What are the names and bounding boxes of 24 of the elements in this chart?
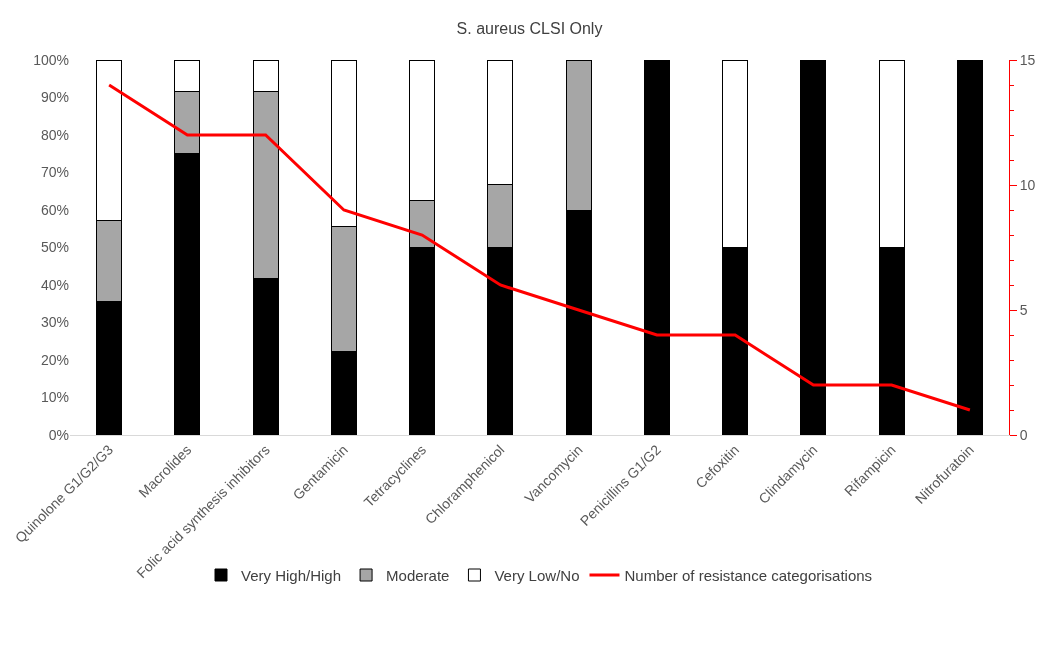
y-tick-label: 0%: [48, 426, 69, 443]
y-tick-label: 100%: [33, 51, 69, 68]
bar: [643, 60, 670, 435]
y2-tick-label: 15: [1019, 51, 1036, 68]
bar: [800, 60, 827, 435]
y-tick-label: 60%: [40, 201, 69, 218]
y2-tick-label: 0: [1019, 426, 1028, 443]
bar: [956, 60, 983, 435]
legend-label: Number of resistance categorisations: [624, 566, 873, 584]
y2-tick-label: 10: [1019, 176, 1036, 193]
y2-tick-label: 5: [1019, 301, 1028, 318]
chart-title: S. aureus CLSI Only: [456, 19, 603, 37]
y-tick-label: 90%: [40, 89, 69, 106]
y-tick-label: 80%: [40, 126, 69, 143]
legend-label: Moderate: [386, 566, 450, 584]
y-tick-label: 50%: [40, 239, 69, 256]
y-tick-label: 10%: [40, 389, 69, 406]
y-tick-label: 70%: [40, 164, 69, 181]
y-tick-label: 30%: [40, 314, 69, 331]
y-tick-label: 20%: [40, 351, 69, 368]
line-series: [107, 83, 972, 412]
y-tick-label: 40%: [40, 276, 69, 293]
legend-label: Very Low/No: [494, 566, 580, 584]
legend-label: Very High/High: [241, 566, 342, 584]
